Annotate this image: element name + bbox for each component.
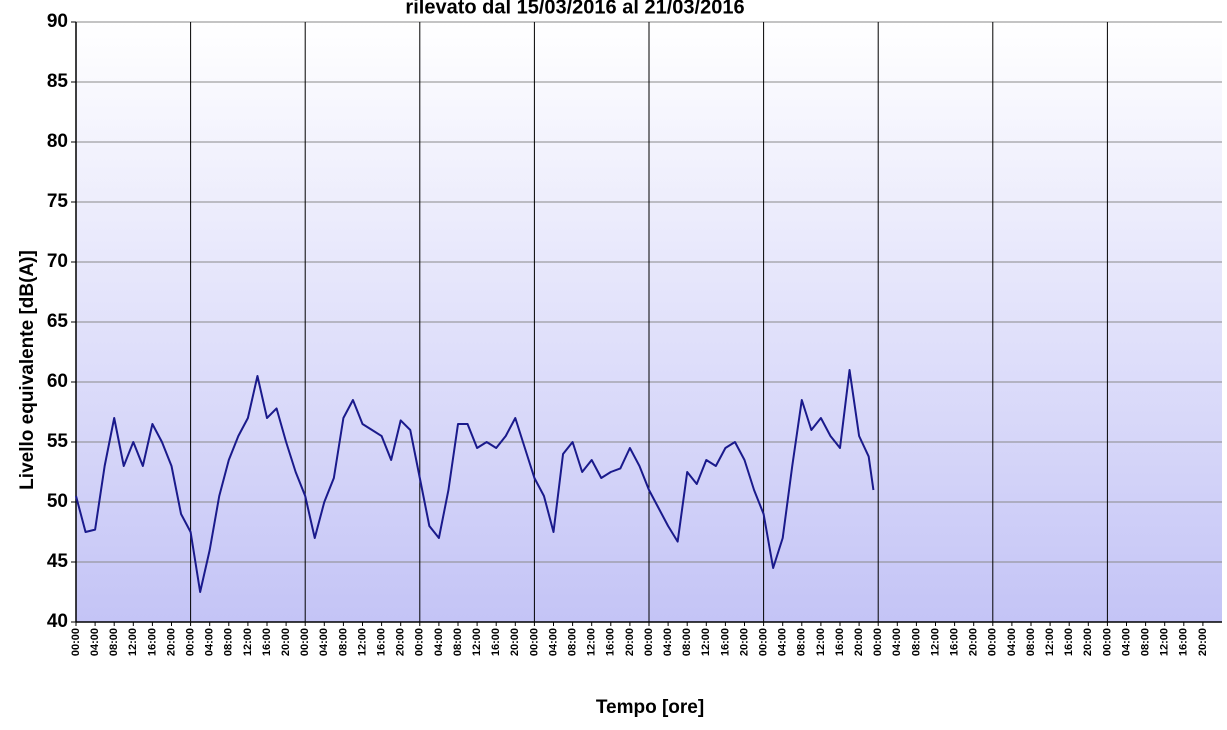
y-axis-label: Livello equivalente [dB(A)] bbox=[17, 250, 38, 490]
data-line bbox=[75, 369, 875, 593]
x-tick-label: 00:00 bbox=[299, 628, 311, 656]
x-tick-label: 12:00 bbox=[929, 628, 941, 656]
x-tick-label: 00:00 bbox=[70, 628, 82, 656]
x-tick-label: 04:00 bbox=[433, 628, 445, 656]
x-tick-label: 04:00 bbox=[777, 628, 789, 656]
x-tick-label: 08:00 bbox=[681, 628, 693, 656]
x-tick-label: 16:00 bbox=[1178, 628, 1190, 656]
x-tick-label: 04:00 bbox=[547, 628, 559, 656]
x-tick-label: 12:00 bbox=[1159, 628, 1171, 656]
x-tick-label: 08:00 bbox=[567, 628, 579, 656]
x-tick-label: 08:00 bbox=[223, 628, 235, 656]
x-tick-label: 20:00 bbox=[509, 628, 521, 656]
x-tick-label: 16:00 bbox=[719, 628, 731, 656]
x-tick-label: 12:00 bbox=[815, 628, 827, 656]
y-tick-label: 70 bbox=[47, 251, 68, 272]
x-tick-label: 16:00 bbox=[834, 628, 846, 656]
y-tick-label: 80 bbox=[47, 131, 68, 152]
x-tick-label: 00:00 bbox=[643, 628, 655, 656]
y-tick-label: 85 bbox=[47, 71, 69, 92]
x-tick-label: 20:00 bbox=[280, 628, 292, 656]
x-tick-label: 00:00 bbox=[758, 628, 770, 656]
y-tick-label: 65 bbox=[47, 311, 69, 332]
x-tick-label: 16:00 bbox=[490, 628, 502, 656]
y-tick-label: 45 bbox=[47, 551, 69, 572]
y-tick-label: 75 bbox=[47, 191, 69, 212]
y-tick-label: 50 bbox=[47, 491, 68, 512]
y-tick-label: 90 bbox=[47, 11, 68, 32]
x-tick-label: 16:00 bbox=[949, 628, 961, 656]
x-tick-label: 08:00 bbox=[1025, 628, 1037, 656]
x-tick-label: 08:00 bbox=[452, 628, 464, 656]
x-tick-label: 20:00 bbox=[165, 628, 177, 656]
x-tick-label: 20:00 bbox=[395, 628, 407, 656]
y-tick-label: 60 bbox=[47, 371, 68, 392]
x-tick-label: 00:00 bbox=[185, 628, 197, 656]
x-tick-label: 08:00 bbox=[108, 628, 120, 656]
x-tick-label: 20:00 bbox=[1082, 628, 1094, 656]
x-tick-label: 04:00 bbox=[89, 628, 101, 656]
x-tick-label: 08:00 bbox=[910, 628, 922, 656]
x-tick-label: 04:00 bbox=[318, 628, 330, 656]
x-tick-label: 00:00 bbox=[1101, 628, 1113, 656]
x-tick-label: 16:00 bbox=[146, 628, 158, 656]
x-tick-label: 20:00 bbox=[738, 628, 750, 656]
x-tick-label: 16:00 bbox=[1063, 628, 1075, 656]
x-tick-label: 08:00 bbox=[796, 628, 808, 656]
chart-title: rilevato dal 15/03/2016 al 21/03/2016 bbox=[405, 0, 744, 18]
x-tick-label: 16:00 bbox=[261, 628, 273, 656]
x-tick-label: 12:00 bbox=[1044, 628, 1056, 656]
x-tick-label: 04:00 bbox=[891, 628, 903, 656]
x-tick-label: 20:00 bbox=[853, 628, 865, 656]
x-tick-label: 00:00 bbox=[414, 628, 426, 656]
x-tick-label: 12:00 bbox=[586, 628, 598, 656]
x-tick-label: 04:00 bbox=[204, 628, 216, 656]
x-tick-label: 16:00 bbox=[376, 628, 388, 656]
x-axis-label: Tempo [ore] bbox=[596, 697, 704, 718]
y-tick-label: 55 bbox=[47, 431, 69, 452]
x-tick-label: 00:00 bbox=[872, 628, 884, 656]
y-tick-label: 40 bbox=[47, 611, 68, 632]
x-tick-label: 20:00 bbox=[624, 628, 636, 656]
x-tick-label: 12:00 bbox=[127, 628, 139, 656]
x-tick-label: 12:00 bbox=[471, 628, 483, 656]
x-tick-label: 12:00 bbox=[242, 628, 254, 656]
x-tick-label: 00:00 bbox=[528, 628, 540, 656]
x-tick-label: 00:00 bbox=[987, 628, 999, 656]
x-tick-label: 12:00 bbox=[700, 628, 712, 656]
x-tick-label: 04:00 bbox=[1006, 628, 1018, 656]
x-tick-label: 04:00 bbox=[1120, 628, 1132, 656]
x-tick-label: 08:00 bbox=[1140, 628, 1152, 656]
x-tick-label: 08:00 bbox=[337, 628, 349, 656]
x-tick-label: 20:00 bbox=[1197, 628, 1209, 656]
x-tick-label: 04:00 bbox=[662, 628, 674, 656]
x-tick-label: 12:00 bbox=[356, 628, 368, 656]
x-tick-label: 16:00 bbox=[605, 628, 617, 656]
x-tick-label: 20:00 bbox=[968, 628, 980, 656]
